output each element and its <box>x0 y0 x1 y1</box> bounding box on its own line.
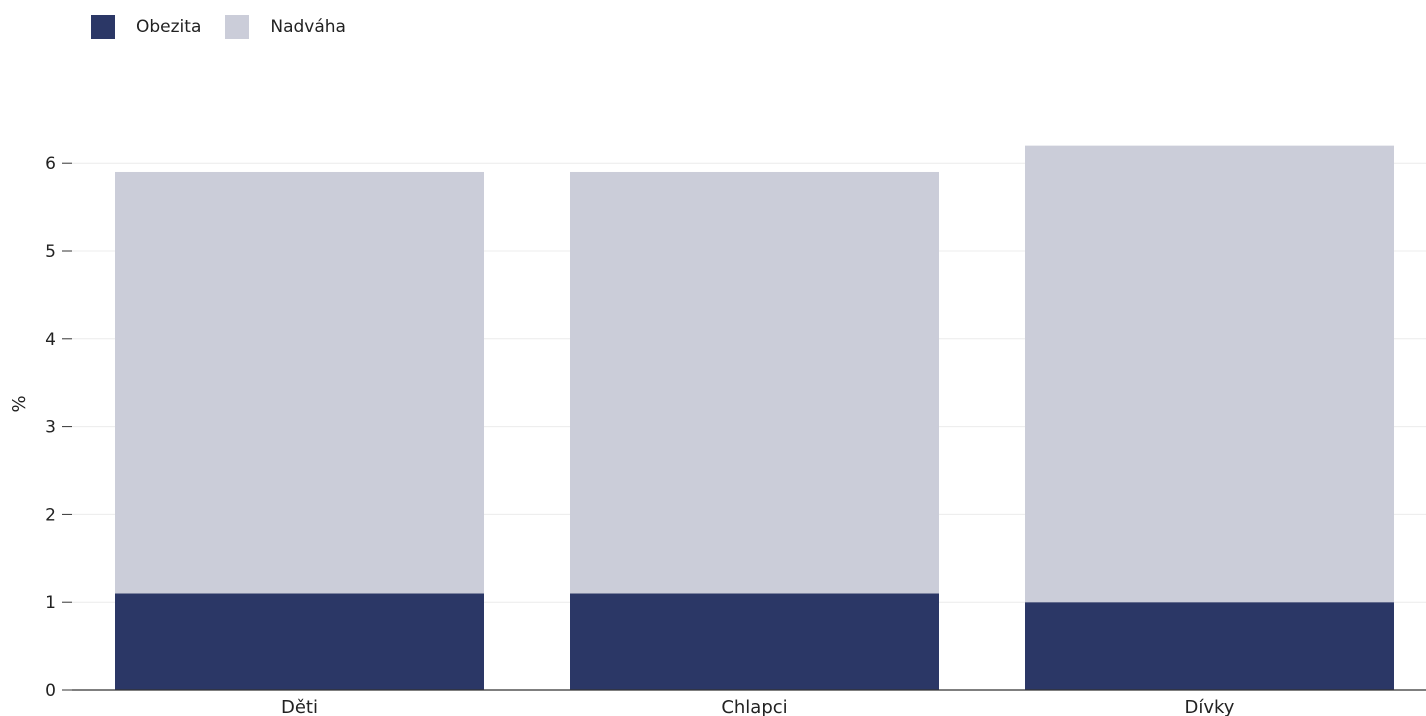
bar-nadvaha-0[interactable] <box>115 171 484 594</box>
legend-item-nadvaha[interactable]: Nadváha <box>225 15 346 39</box>
x-tick-label: Děti <box>281 697 318 716</box>
y-tick-label: 5 <box>45 242 56 262</box>
bars <box>115 145 1394 690</box>
x-tick-label: Dívky <box>1185 697 1235 716</box>
legend-label-nadvaha: Nadváha <box>270 17 346 37</box>
legend-item-obezita[interactable]: Obezita <box>91 15 201 39</box>
y-axis-label: % <box>9 395 30 412</box>
bar-nadvaha-2[interactable] <box>1025 145 1394 603</box>
legend-swatch-nadvaha <box>225 15 250 39</box>
bar-obezita-0[interactable] <box>115 593 484 690</box>
x-axis: Děti Chlapci Dívky <box>72 689 1426 716</box>
y-tick-label: 0 <box>45 681 56 701</box>
y-tick-label: 3 <box>45 418 56 438</box>
bar-nadvaha-1[interactable] <box>570 171 939 594</box>
legend-swatch-obezita <box>91 15 115 39</box>
y-tick-label: 2 <box>45 505 56 525</box>
legend-label-obezita: Obezita <box>136 17 202 37</box>
bar-obezita-2[interactable] <box>1025 602 1394 690</box>
y-tick-label: 1 <box>45 593 56 613</box>
y-axis: 0 1 2 3 4 5 6 <box>45 154 72 701</box>
y-tick-label: 6 <box>45 154 56 174</box>
y-tick-label: 4 <box>45 330 56 350</box>
bar-obezita-1[interactable] <box>570 593 939 690</box>
legend: Obezita Nadváha <box>91 14 370 40</box>
x-tick-label: Chlapci <box>721 697 787 716</box>
